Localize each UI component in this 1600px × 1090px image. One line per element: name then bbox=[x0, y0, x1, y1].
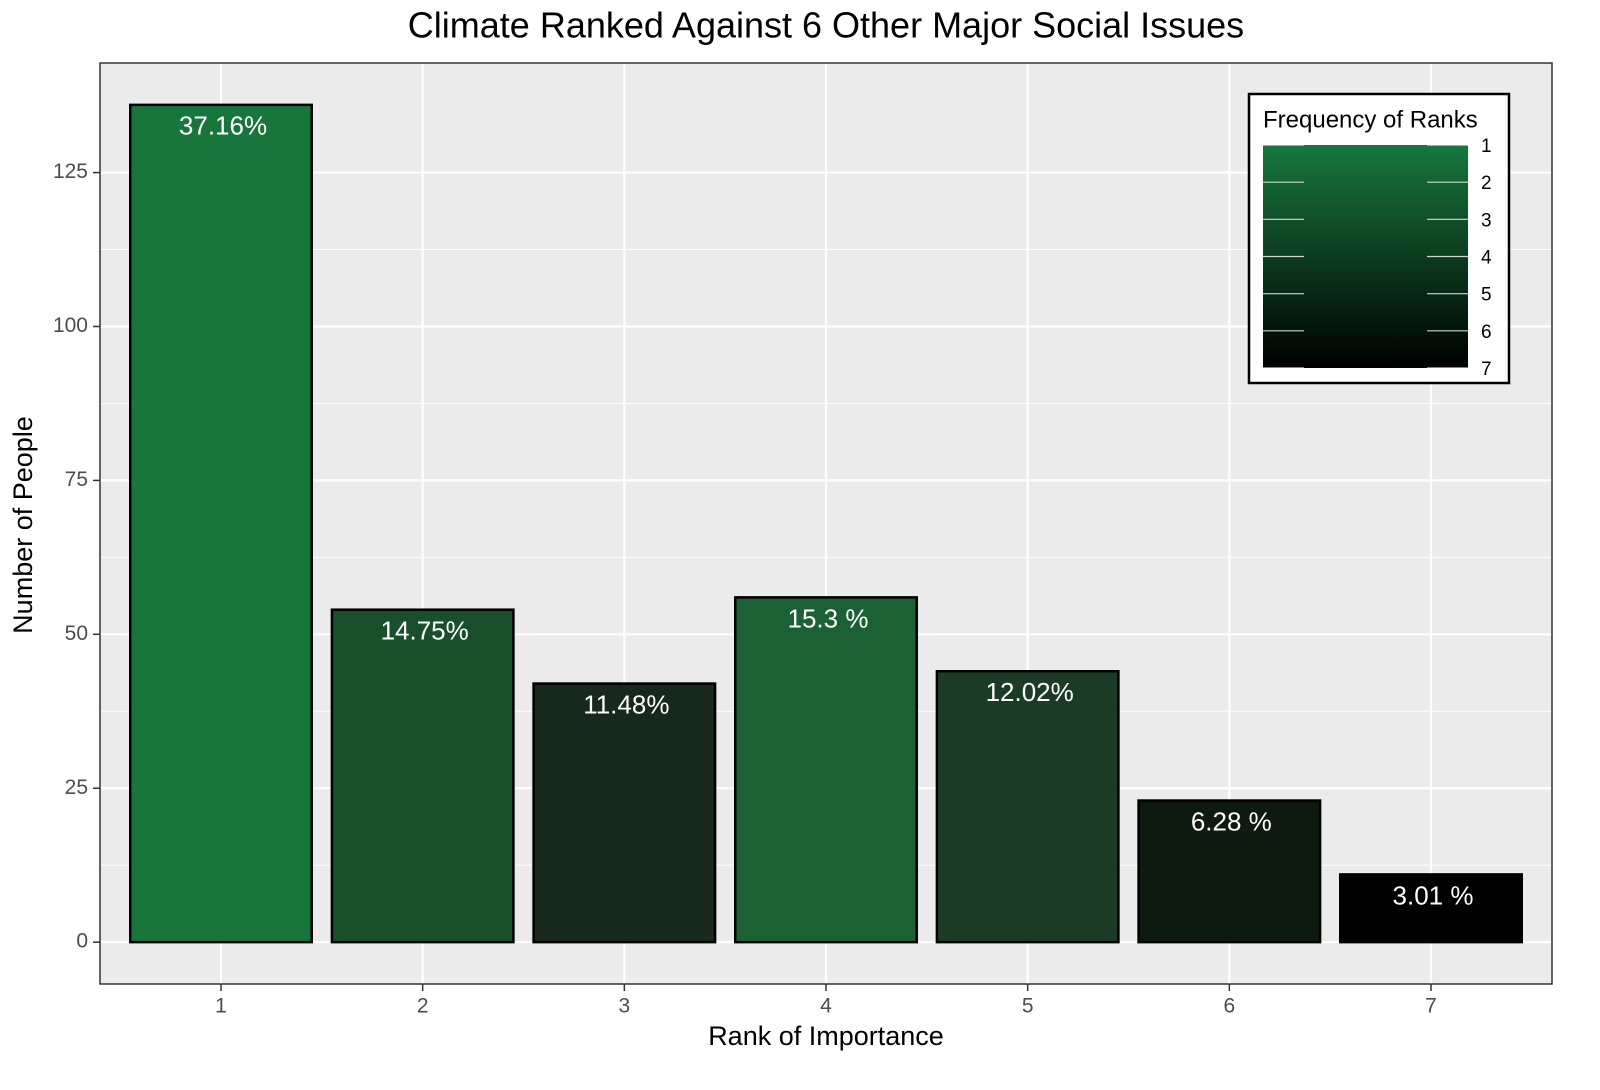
y-tick-label: 100 bbox=[53, 314, 88, 337]
x-axis-title: Rank of Importance bbox=[708, 1021, 944, 1051]
bar bbox=[1137, 799, 1322, 944]
y-axis-title: Number of People bbox=[8, 416, 38, 634]
bar-label: 3.01 % bbox=[1393, 880, 1474, 910]
legend-label: 2 bbox=[1481, 173, 1492, 194]
x-tick-label: 6 bbox=[1223, 995, 1235, 1018]
bar-label: 37.16% bbox=[179, 111, 267, 141]
legend-label: 3 bbox=[1481, 210, 1492, 231]
legend-label: 6 bbox=[1481, 322, 1492, 343]
bar bbox=[330, 608, 515, 944]
x-tick-label: 7 bbox=[1425, 995, 1437, 1018]
y-tick-label: 75 bbox=[65, 468, 88, 491]
y-tick-label: 50 bbox=[65, 622, 88, 645]
x-tick-label: 1 bbox=[215, 995, 227, 1018]
legend-label: 5 bbox=[1481, 285, 1492, 306]
bar bbox=[935, 670, 1120, 944]
bar bbox=[1339, 873, 1523, 944]
chart-title: Climate Ranked Against 6 Other Major Soc… bbox=[408, 5, 1244, 46]
legend-title: Frequency of Ranks bbox=[1263, 106, 1478, 133]
x-tick-label: 4 bbox=[820, 995, 832, 1018]
y-tick-label: 0 bbox=[76, 930, 88, 953]
bar-label: 14.75% bbox=[381, 616, 469, 646]
bar-label: 11.48% bbox=[583, 689, 669, 719]
bar-label: 15.3 % bbox=[788, 603, 869, 633]
bar bbox=[129, 103, 313, 944]
bar bbox=[734, 596, 918, 944]
panel-border bbox=[99, 62, 1553, 985]
y-tick-label: 125 bbox=[53, 160, 88, 183]
bar bbox=[532, 682, 717, 944]
x-tick-label: 5 bbox=[1022, 995, 1034, 1018]
bar-label: 12.02% bbox=[986, 677, 1074, 707]
x-tick-label: 3 bbox=[618, 995, 630, 1018]
legend-label: 4 bbox=[1481, 248, 1492, 269]
legend-label: 1 bbox=[1481, 136, 1492, 157]
legend-label: 7 bbox=[1481, 359, 1492, 380]
y-tick-label: 25 bbox=[65, 776, 88, 799]
x-tick-label: 2 bbox=[417, 995, 429, 1018]
bar-label: 6.28 % bbox=[1191, 806, 1272, 836]
